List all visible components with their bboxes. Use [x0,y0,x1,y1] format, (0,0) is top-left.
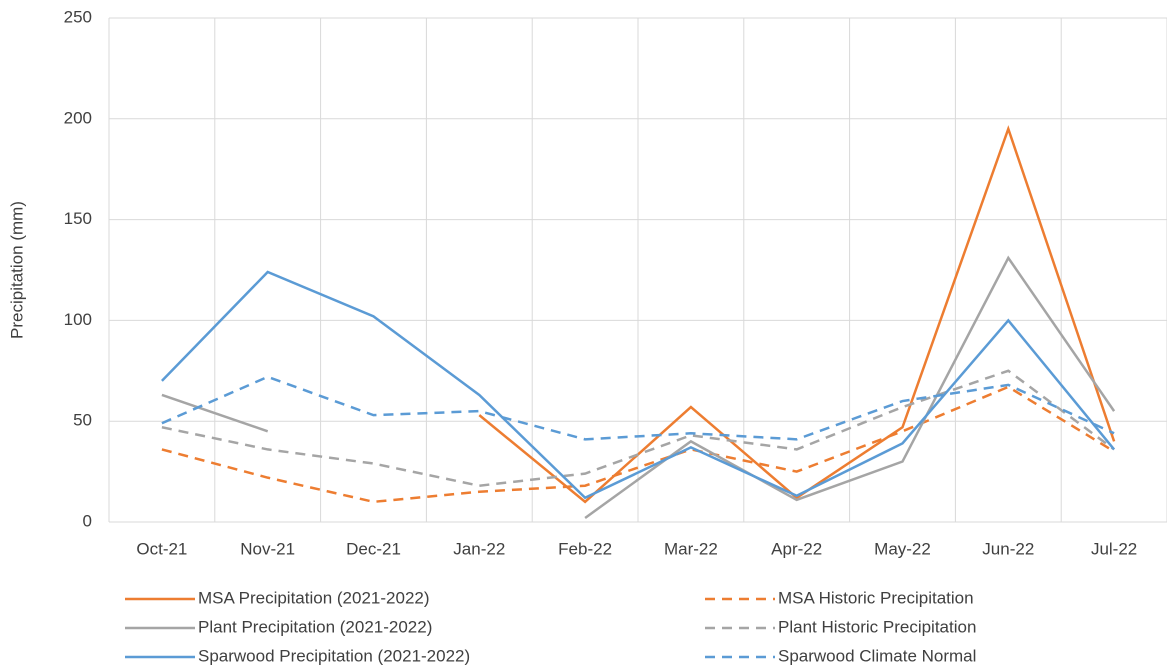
series-line [161,255,1116,519]
legend-label: Sparwood Climate Normal [778,646,976,665]
x-tick-label: Dec-21 [346,539,401,558]
x-tick-label: Feb-22 [558,539,612,558]
x-tick-label: Apr-22 [771,539,822,558]
x-tick-label: May-22 [874,539,931,558]
x-tick-label: Jan-22 [453,539,505,558]
y-tick-label: 100 [64,310,92,329]
y-tick-label: 200 [64,108,92,127]
x-tick-label: Jun-22 [982,539,1034,558]
legend-label: MSA Precipitation (2021-2022) [198,588,430,607]
x-tick-label: Oct-21 [136,539,187,558]
legend-label: Plant Historic Precipitation [778,617,976,636]
y-tick-label: 250 [64,7,92,26]
y-tick-label: 150 [64,209,92,228]
legend-label: MSA Historic Precipitation [778,588,974,607]
legend-label: Plant Precipitation (2021-2022) [198,617,432,636]
series-line [478,125,1116,504]
series-line [161,369,1115,487]
y-axis-label: Precipitation (mm) [7,201,26,339]
x-tick-label: Nov-21 [240,539,295,558]
y-tick-label: 0 [83,511,92,530]
legend-label: Sparwood Precipitation (2021-2022) [198,646,470,665]
series-line [161,270,1116,500]
series-line [161,385,1115,504]
x-tick-label: Jul-22 [1091,539,1137,558]
x-tick-label: Mar-22 [664,539,718,558]
series-line [161,375,1115,441]
y-tick-label: 50 [73,411,92,430]
